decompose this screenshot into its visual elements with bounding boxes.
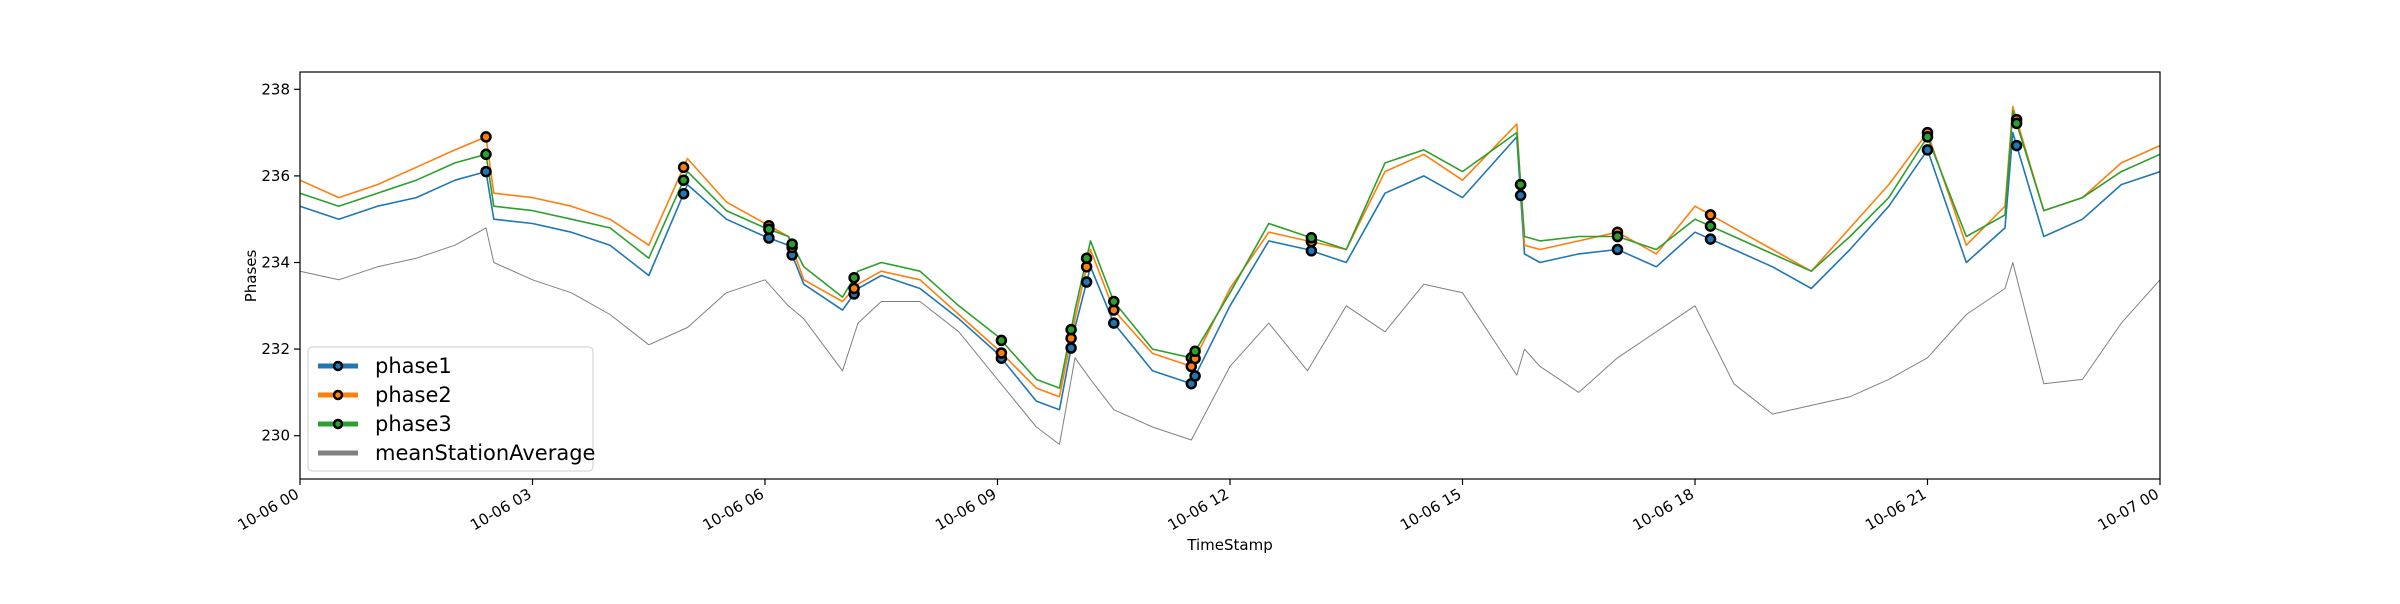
event-marker-phase3	[763, 223, 775, 236]
event-marker-phase3	[677, 174, 690, 186]
x-tick-label: 10-06 12	[1165, 485, 1232, 534]
y-tick-label: 236	[261, 167, 290, 185]
event-marker-phase1	[1080, 276, 1093, 288]
legend-label-phase2: phase2	[375, 383, 452, 407]
event-marker-phase2	[480, 131, 492, 143]
event-marker-phase2	[995, 347, 1008, 359]
event-marker-phase3	[1921, 131, 1934, 143]
event-marker-phase1	[1305, 245, 1318, 257]
event-marker-phase1	[1611, 243, 1624, 256]
y-axis: 230 232 234 236 238	[261, 80, 300, 445]
legend-label-phase1: phase1	[375, 354, 452, 378]
event-marker-phase3	[1108, 295, 1120, 308]
event-marker-phase1	[2010, 139, 2023, 152]
legend: phase1 phase2 phase3 meanStationAverage	[307, 346, 595, 472]
x-axis: 10-06 00 10-06 03 10-06 06 10-06 09 10-06 12…	[235, 479, 2162, 534]
event-marker-phase1	[1514, 189, 1527, 202]
y-tick-label: 238	[261, 80, 290, 98]
marker-layer	[480, 113, 2023, 390]
y-tick-label: 230	[261, 427, 290, 445]
series-line-phase1	[299, 131, 2161, 411]
event-marker-phase1	[1704, 233, 1717, 245]
event-marker-phase1	[1921, 144, 1934, 156]
legend-marker	[332, 360, 344, 372]
event-marker-phase3	[2010, 117, 2023, 130]
event-marker-phase2	[1704, 209, 1717, 221]
event-marker-phase3	[1611, 230, 1624, 243]
x-tick-label: 10-06 00	[235, 485, 302, 534]
event-marker-phase3	[1305, 232, 1318, 244]
event-marker-phase3	[480, 148, 492, 161]
event-marker-phase2	[677, 161, 690, 174]
event-marker-phase1	[677, 187, 690, 200]
event-marker-phase1	[1189, 370, 1201, 382]
x-tick-label: 10-06 09	[932, 485, 999, 534]
x-tick-label: 10-06 06	[700, 485, 767, 534]
legend-label-meanStationAverage: meanStationAverage	[375, 441, 595, 465]
y-axis-label: Phases	[242, 250, 260, 303]
event-marker-phase2	[848, 282, 860, 295]
series-line-meanStationAverage	[299, 227, 2161, 445]
y-tick-label: 232	[261, 340, 290, 358]
event-marker-phase3	[1080, 252, 1093, 264]
event-marker-phase3	[1704, 220, 1717, 232]
x-tick-label: 10-06 21	[1862, 485, 1929, 534]
event-marker-phase3	[848, 271, 860, 284]
x-tick-label: 10-06 18	[1630, 485, 1697, 534]
legend-label-phase3: phase3	[375, 412, 452, 436]
event-marker-phase1	[480, 165, 492, 178]
event-marker-phase3	[1514, 178, 1527, 191]
legend-marker	[332, 389, 344, 401]
series-layer	[299, 105, 2161, 445]
event-marker-phase3	[1189, 345, 1201, 358]
event-marker-phase3	[995, 334, 1008, 347]
event-marker-phase1	[1065, 342, 1077, 354]
y-tick-label: 234	[261, 254, 290, 272]
event-marker-phase1	[1108, 317, 1120, 329]
x-tick-label: 10-07 00	[2095, 485, 2162, 534]
event-marker-phase3	[786, 238, 798, 250]
x-tick-label: 10-06 15	[1397, 485, 1464, 534]
x-axis-label: TimeStamp	[1186, 536, 1272, 554]
series-line-phase3	[299, 110, 2161, 389]
series-line-phase2	[299, 105, 2161, 398]
legend-box	[307, 346, 594, 472]
event-marker-phase3	[1065, 323, 1077, 336]
x-tick-label: 10-06 03	[467, 485, 534, 534]
legend-marker	[332, 418, 344, 430]
